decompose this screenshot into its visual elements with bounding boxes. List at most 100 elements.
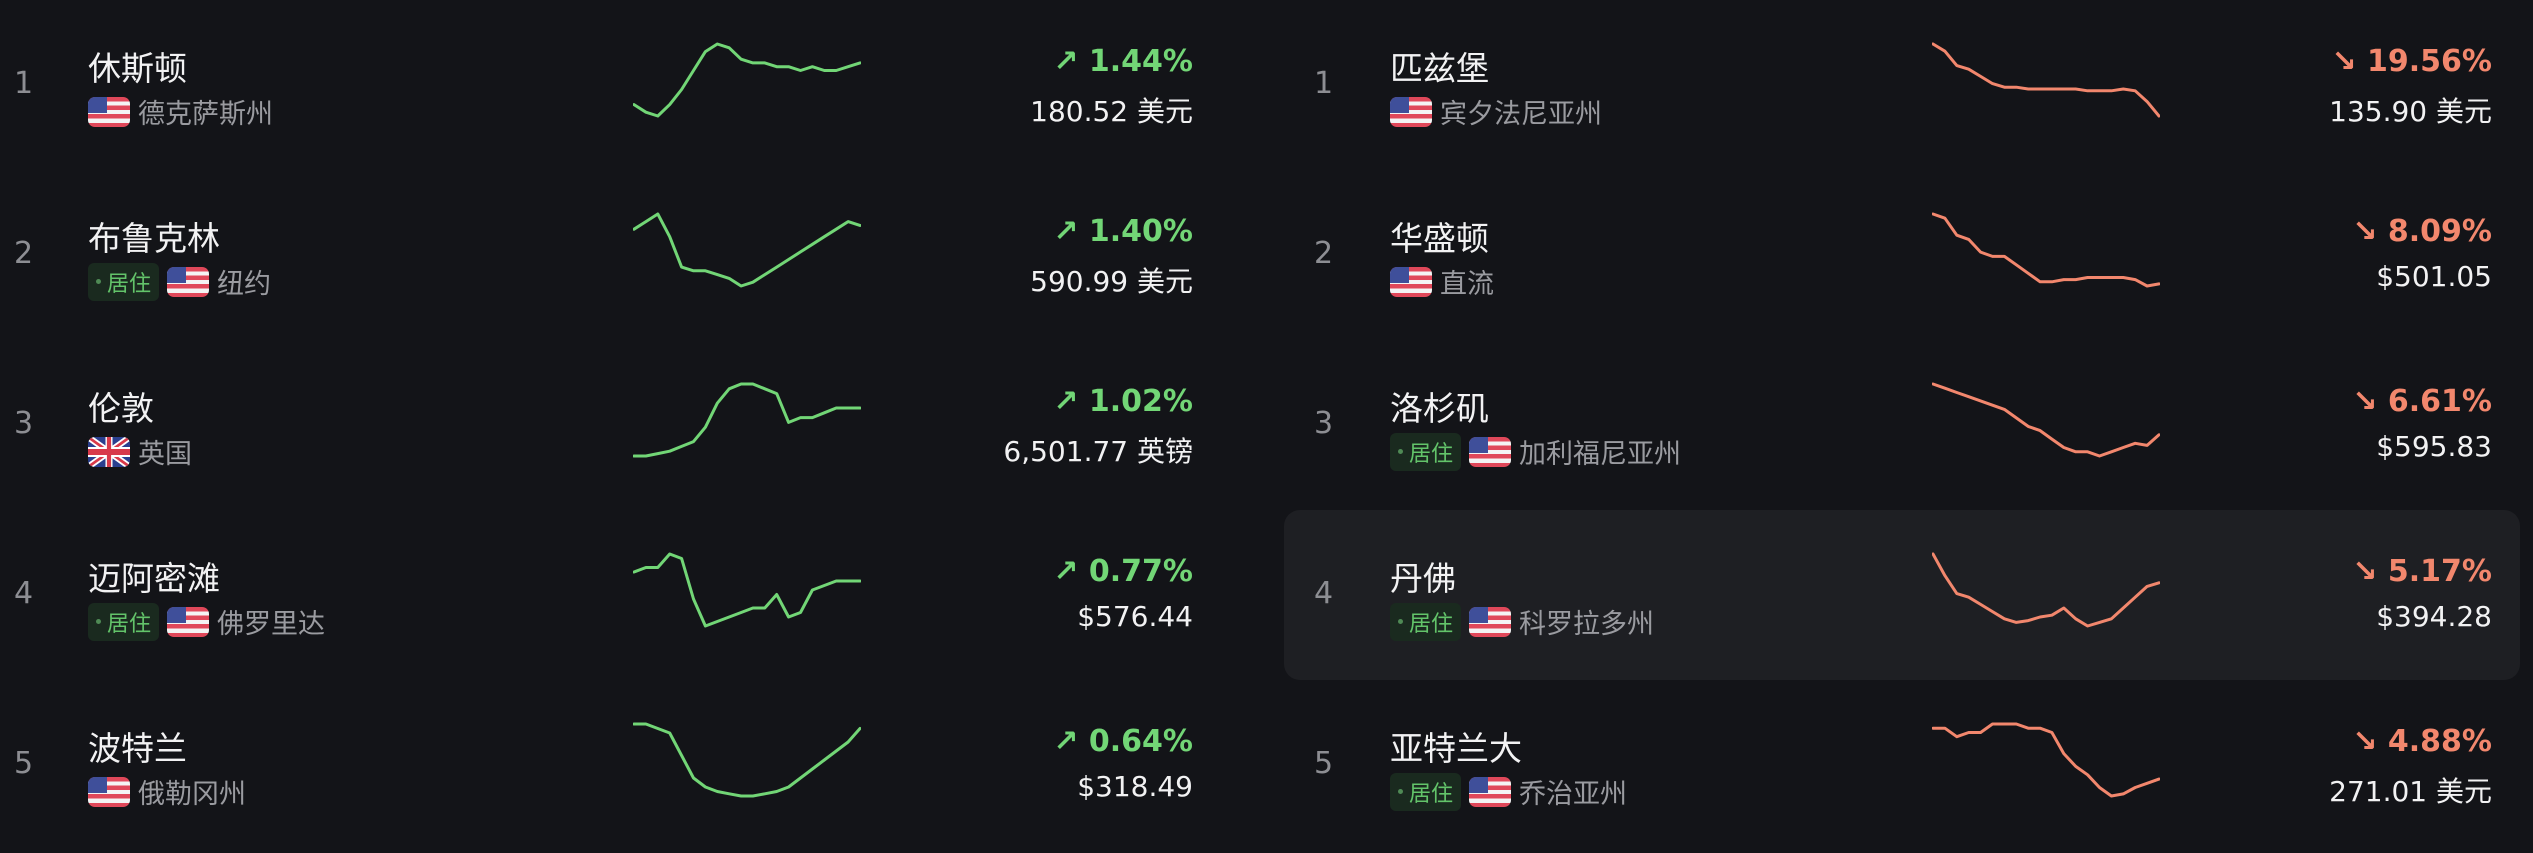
us-flag-icon bbox=[1469, 776, 1512, 807]
change-percent: ↘ 4.88% bbox=[2352, 724, 2492, 759]
sparkline-chart bbox=[633, 552, 861, 628]
sparkline-chart bbox=[1932, 382, 2160, 458]
rank-number: 5 bbox=[1314, 746, 1334, 781]
list-item[interactable]: 4 丹佛 居住 科罗拉多州 ↘ 5.17% $394.28 bbox=[1284, 510, 2520, 680]
city-name[interactable]: 休斯顿 bbox=[88, 49, 187, 88]
change-percent: ↘ 19.56% bbox=[2331, 44, 2492, 79]
region-label: 德克萨斯州 bbox=[138, 99, 273, 130]
us-flag-icon bbox=[167, 266, 210, 297]
region-label: 科罗拉多州 bbox=[1519, 609, 1655, 640]
rank-number: 1 bbox=[1314, 66, 1334, 101]
dot-icon bbox=[1398, 449, 1403, 454]
list-item[interactable]: 2 华盛顿 直流 ↘ 8.09% $501.05 bbox=[1284, 170, 2520, 340]
rank-number: 4 bbox=[14, 576, 34, 611]
us-flag-icon bbox=[1390, 266, 1432, 297]
list-item[interactable]: 4 迈阿密滩 居住 佛罗里达 ↗ 0.77% $576.44 bbox=[0, 510, 1265, 680]
rank-number: 2 bbox=[14, 236, 34, 271]
city-meta: 居住 佛罗里达 bbox=[88, 602, 325, 641]
sparkline-line bbox=[1932, 212, 2160, 288]
list-item[interactable]: 1 休斯顿 德克萨斯州 ↗ 1.44% 180.52 美元 bbox=[0, 0, 1265, 170]
city-name[interactable]: 丹佛 bbox=[1390, 559, 1456, 598]
change-percent: ↘ 6.61% bbox=[2352, 384, 2492, 419]
list-item[interactable]: 5 亚特兰大 居住 乔治亚州 ↘ 4.88% 271.01 美元 bbox=[1284, 680, 2520, 850]
city-meta: 直流 bbox=[1390, 262, 1494, 301]
rank-number: 1 bbox=[14, 66, 34, 101]
badge-label: 居住 bbox=[1409, 611, 1454, 637]
city-name[interactable]: 匹兹堡 bbox=[1390, 49, 1489, 88]
sparkline-chart bbox=[633, 42, 861, 118]
sparkline-line bbox=[633, 42, 861, 118]
region-label: 加利福尼亚州 bbox=[1519, 439, 1682, 470]
top-losers-list: 1 匹兹堡 宾夕法尼亚州 ↘ 19.56% 135.90 美元 2 华盛顿 直流 … bbox=[1284, 0, 2520, 853]
dot-icon bbox=[96, 619, 101, 624]
list-item[interactable]: 3 伦敦 英国 ↗ 1.02% 6,501.77 英镑 bbox=[0, 340, 1265, 510]
us-flag-icon bbox=[1469, 606, 1512, 637]
sparkline-chart bbox=[1932, 42, 2160, 118]
city-name[interactable]: 波特兰 bbox=[88, 729, 187, 768]
us-flag-icon bbox=[88, 96, 130, 127]
change-percent: ↗ 1.44% bbox=[1053, 44, 1193, 79]
sparkline-line bbox=[633, 212, 861, 288]
residential-badge: 居住 bbox=[88, 602, 160, 641]
sparkline-line bbox=[1932, 382, 2160, 458]
price-value: $501.05 bbox=[2376, 260, 2492, 293]
sparkline-line bbox=[1932, 42, 2160, 118]
sparkline-chart bbox=[1932, 212, 2160, 288]
price-value: $394.28 bbox=[2376, 600, 2492, 633]
change-percent: ↗ 1.02% bbox=[1053, 384, 1193, 419]
change-percent: ↘ 5.17% bbox=[2352, 554, 2492, 589]
price-value: $318.49 bbox=[1077, 770, 1193, 803]
rank-number: 3 bbox=[1314, 406, 1334, 441]
city-name[interactable]: 迈阿密滩 bbox=[88, 559, 220, 598]
top-gainers-list: 1 休斯顿 德克萨斯州 ↗ 1.44% 180.52 美元 2 布鲁克林 居住 纽… bbox=[0, 0, 1265, 853]
price-value: 180.52 美元 bbox=[1030, 95, 1193, 128]
badge-label: 居住 bbox=[1409, 781, 1454, 807]
dot-icon bbox=[1398, 619, 1403, 624]
price-value: $595.83 bbox=[2376, 430, 2492, 463]
price-value: 6,501.77 英镑 bbox=[1003, 435, 1193, 468]
sparkline-line bbox=[1932, 552, 2160, 628]
city-meta: 居住 科罗拉多州 bbox=[1390, 602, 1654, 641]
list-item[interactable]: 3 洛杉矶 居住 加利福尼亚州 ↘ 6.61% $595.83 bbox=[1284, 340, 2520, 510]
rank-number: 2 bbox=[1314, 236, 1334, 271]
city-meta: 德克萨斯州 bbox=[88, 92, 273, 131]
sparkline-chart bbox=[1932, 552, 2160, 628]
price-value: 271.01 美元 bbox=[2329, 775, 2492, 808]
city-meta: 俄勒冈州 bbox=[88, 772, 246, 811]
region-label: 纽约 bbox=[217, 269, 272, 300]
list-item[interactable]: 1 匹兹堡 宾夕法尼亚州 ↘ 19.56% 135.90 美元 bbox=[1284, 0, 2520, 170]
dot-icon bbox=[1398, 789, 1403, 794]
list-item[interactable]: 5 波特兰 俄勒冈州 ↗ 0.64% $318.49 bbox=[0, 680, 1265, 850]
region-label: 宾夕法尼亚州 bbox=[1440, 99, 1602, 130]
city-name[interactable]: 布鲁克林 bbox=[88, 219, 220, 258]
change-percent: ↗ 0.77% bbox=[1053, 554, 1193, 589]
change-percent: ↘ 8.09% bbox=[2352, 214, 2492, 249]
residential-badge: 居住 bbox=[1390, 432, 1462, 471]
price-value: 135.90 美元 bbox=[2329, 95, 2492, 128]
price-value: $576.44 bbox=[1077, 600, 1193, 633]
region-label: 俄勒冈州 bbox=[138, 779, 246, 810]
us-flag-icon bbox=[88, 776, 130, 807]
sparkline-line bbox=[1932, 722, 2160, 798]
region-label: 乔治亚州 bbox=[1519, 779, 1628, 810]
city-name[interactable]: 华盛顿 bbox=[1390, 219, 1489, 258]
badge-label: 居住 bbox=[107, 271, 152, 297]
city-name[interactable]: 亚特兰大 bbox=[1390, 729, 1522, 768]
city-name[interactable]: 伦敦 bbox=[88, 389, 154, 428]
list-item[interactable]: 2 布鲁克林 居住 纽约 ↗ 1.40% 590.99 美元 bbox=[0, 170, 1265, 340]
city-meta: 居住 纽约 bbox=[88, 262, 271, 301]
sparkline-chart bbox=[1932, 722, 2160, 798]
rank-number: 3 bbox=[14, 406, 34, 441]
sparkline-chart bbox=[633, 212, 861, 288]
city-meta: 宾夕法尼亚州 bbox=[1390, 92, 1602, 131]
badge-label: 居住 bbox=[1409, 441, 1454, 467]
city-name[interactable]: 洛杉矶 bbox=[1390, 389, 1489, 428]
region-label: 佛罗里达 bbox=[217, 609, 326, 640]
sparkline-line bbox=[633, 722, 861, 798]
sparkline-chart bbox=[633, 382, 861, 458]
us-flag-icon bbox=[1390, 96, 1432, 127]
region-label: 英国 bbox=[138, 439, 192, 470]
rank-number: 5 bbox=[14, 746, 34, 781]
price-value: 590.99 美元 bbox=[1030, 265, 1193, 298]
city-meta: 居住 乔治亚州 bbox=[1390, 772, 1627, 811]
